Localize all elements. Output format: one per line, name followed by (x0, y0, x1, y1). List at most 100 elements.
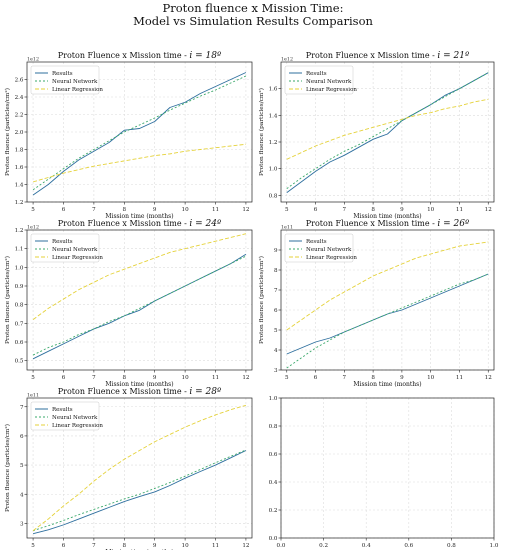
series-line-neural-network (32, 449, 247, 532)
legend: Results Neural Network Linear Regression (30, 401, 103, 431)
y-axis-label: Proton fluence (particles/cm²) (258, 256, 265, 344)
y-tick-label: 1.0 (15, 265, 24, 271)
y-tick-label: 0.8 (15, 303, 24, 309)
y-tick-label: 1.0 (269, 396, 278, 402)
x-tick-label: 9 (153, 543, 157, 549)
x-tick-label: 12 (242, 207, 250, 213)
x-tick-label: 8 (123, 543, 127, 549)
x-tick-label: 8 (123, 375, 127, 381)
legend-label: Results (52, 71, 73, 77)
legend-label: Results (52, 407, 73, 413)
series-line-neural-network (286, 273, 489, 369)
y-tick-label: 0.6 (269, 452, 278, 458)
series-line-results (32, 253, 247, 360)
y-tick-label: 1.2 (269, 140, 278, 146)
figure-title-line-2: Model vs Simulation Results Comparison (133, 14, 373, 28)
y-offset-label: 1e12 (281, 57, 293, 63)
x-tick-label: 8 (371, 375, 375, 381)
y-axis-label: Proton fluence (particles/cm²) (258, 88, 265, 176)
x-axis-label: Mission time (months) (105, 213, 173, 220)
chart-title: Proton Fluence x Mission time - i = 28º (58, 387, 222, 397)
legend-label: Results (306, 239, 327, 245)
y-tick-label: 2.6 (15, 78, 24, 84)
legend-label: Linear Regression (52, 423, 103, 429)
y-tick-label: 7 (274, 288, 278, 294)
x-tick-label: 9 (153, 207, 157, 213)
y-tick-label: 1.4 (269, 113, 278, 119)
x-tick-label: 5 (285, 375, 289, 381)
y-offset-label: 1e11 (27, 393, 39, 399)
axes-frame (280, 61, 495, 203)
x-tick-label: 10 (427, 207, 435, 213)
legend: Results Neural Network Linear Regression (284, 65, 357, 95)
y-tick-label: 1.1 (15, 247, 24, 253)
legend-label: Linear Regression (306, 255, 357, 261)
legend-label: Neural Network (52, 247, 98, 253)
series-line-linear-regression (286, 241, 489, 331)
chart-panel-5: 5 6 7 8 9 10 11 12 3 4 5 6 7 Proton Fluence x Mission… (4, 387, 253, 550)
x-tick-label: 6 (314, 375, 318, 381)
series-line-results (286, 273, 489, 355)
x-tick-label: 10 (182, 207, 190, 213)
y-offset-label: 1e11 (281, 225, 293, 231)
chart-title: Proton Fluence x Mission time - i = 24º (58, 219, 222, 229)
chart-panel-3: 5 6 7 8 9 10 11 12 0.5 0.6 0.7 0.8 0.9 1.0 1.1 1.2 Proto… (4, 219, 253, 388)
y-tick-label: 3 (274, 368, 278, 374)
chart-panel-1: 5 6 7 8 9 10 11 12 1.2 1.4 1.6 1.8 2.0 2.2 2.4 2.6 Proto… (4, 51, 253, 220)
x-tick-label: 11 (212, 207, 219, 213)
x-tick-label: 11 (212, 375, 219, 381)
x-tick-label: 9 (400, 375, 404, 381)
legend: Results Neural Network Linear Regression (284, 233, 357, 263)
x-tick-label: 0.8 (447, 543, 456, 549)
y-axis-label: Proton fluence (particles/cm²) (4, 424, 11, 512)
x-tick-label: 6 (62, 375, 66, 381)
y-tick-label: 2.0 (15, 130, 24, 136)
chart-title: Proton Fluence x Mission time - i = 21º (306, 51, 470, 61)
x-tick-label: 5 (31, 207, 35, 213)
x-tick-label: 8 (371, 207, 375, 213)
legend-label: Results (52, 239, 73, 245)
legend-label: Neural Network (306, 79, 352, 85)
y-tick-label: 1.6 (15, 165, 24, 171)
x-tick-label: 7 (92, 375, 96, 381)
x-tick-label: 11 (456, 375, 463, 381)
chart-panel-2: 5 6 7 8 9 10 11 12 0.8 1.0 1.2 1.4 1.6 Proton Fluence… (258, 51, 495, 220)
x-tick-label: 10 (182, 543, 190, 549)
chart-panel-4: 5 6 7 8 9 10 11 12 3 4 5 6 7 8 9 Proton Fluence x Missi… (258, 219, 495, 388)
series-line-neural-network (32, 75, 247, 191)
series-line-linear-regression (286, 98, 489, 160)
axes-frame (26, 397, 253, 539)
x-tick-label: 6 (314, 207, 318, 213)
x-tick-label: 11 (212, 543, 219, 549)
x-tick-label: 12 (485, 207, 493, 213)
legend-label: Linear Regression (52, 255, 103, 261)
x-tick-label: 5 (31, 543, 35, 549)
y-tick-label: 0.7 (15, 321, 24, 327)
y-tick-label: 6 (20, 434, 24, 440)
y-tick-label: 1.2 (15, 200, 24, 206)
x-tick-label: 0.6 (404, 543, 413, 549)
y-tick-label: 7 (20, 405, 24, 411)
chart-title: Proton Fluence x Mission time - i = 26º (306, 219, 470, 229)
x-tick-label: 1.0 (490, 543, 499, 549)
x-axis-label: Mission time (months) (353, 213, 421, 220)
y-tick-label: 1.0 (269, 167, 278, 173)
y-tick-label: 0.8 (269, 424, 278, 430)
y-tick-label: 6 (274, 308, 278, 314)
series-line-linear-regression (32, 143, 246, 183)
x-tick-label: 0.4 (362, 543, 371, 549)
legend-label: Neural Network (52, 415, 98, 421)
y-offset-label: 1e12 (27, 57, 39, 63)
x-tick-label: 5 (31, 375, 35, 381)
figure-title: Proton fluence x Mission Time: Model vs … (0, 2, 506, 28)
y-tick-label: 0.6 (15, 340, 24, 346)
series-line-neural-network (286, 72, 489, 190)
y-tick-label: 2.4 (15, 95, 24, 101)
x-tick-label: 12 (242, 375, 250, 381)
x-tick-label: 6 (62, 543, 66, 549)
y-tick-label: 1.8 (15, 148, 24, 154)
y-tick-label: 5 (274, 328, 278, 334)
x-tick-label: 0.0 (277, 543, 286, 549)
figure-title-line-1: Proton fluence x Mission Time: (162, 1, 344, 15)
